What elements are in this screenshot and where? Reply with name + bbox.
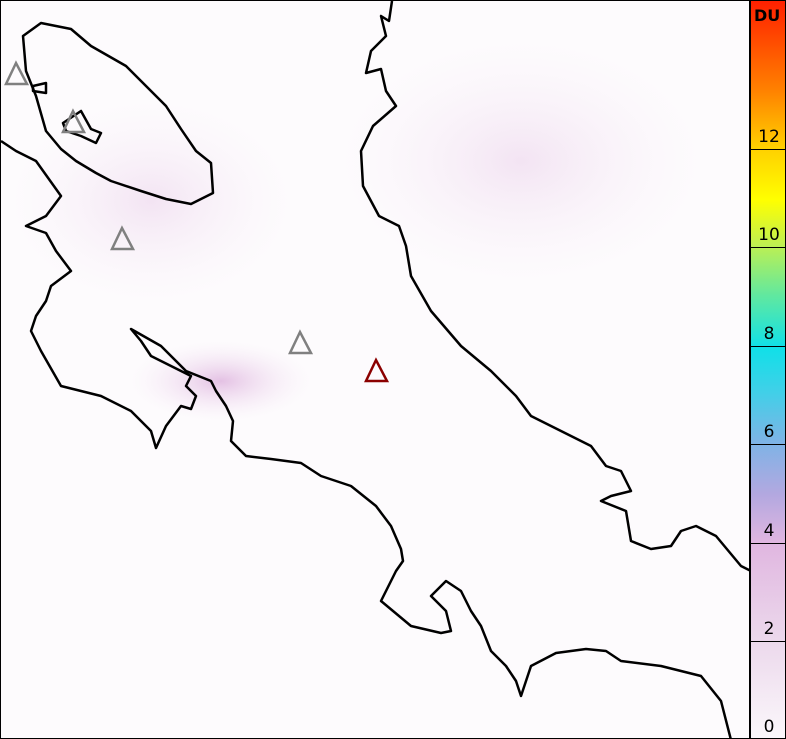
colorbar-tick-label: 6 <box>763 422 775 442</box>
pacific-coastline <box>0 139 733 739</box>
colorbar-tick <box>751 346 786 347</box>
colorbar-tick-label: 10 <box>758 225 780 245</box>
so2-plume <box>131 341 311 421</box>
caribbean-coastline <box>359 0 752 573</box>
so2-haze <box>341 41 701 281</box>
colorbar-tick <box>751 543 786 544</box>
volcano-marker-icon[interactable] <box>61 108 87 134</box>
colorbar-tick <box>751 149 786 150</box>
colorbar-tick-label: 2 <box>763 619 775 639</box>
colorbar-tick <box>751 641 786 642</box>
volcano-marker-icon[interactable] <box>110 225 136 251</box>
active-volcano-marker-icon[interactable] <box>364 357 390 383</box>
map-panel <box>0 0 752 739</box>
colorbar-tick <box>751 247 786 248</box>
lake-nicaragua <box>21 21 215 206</box>
colorbar-tick <box>751 444 786 445</box>
colorbar-unit: DU <box>754 6 781 25</box>
colorbar: DU 12 10 8 6 4 2 0 <box>750 0 786 739</box>
map-canvas <box>0 0 752 739</box>
colorbar-tick-label: 0 <box>763 717 775 737</box>
colorbar-tick-label: 8 <box>763 324 775 344</box>
colorbar-tick-label: 12 <box>758 127 780 147</box>
volcano-marker-icon[interactable] <box>4 60 30 86</box>
so2-haze <box>11 101 291 301</box>
volcano-marker-icon[interactable] <box>288 329 314 355</box>
colorbar-tick-label: 4 <box>763 521 775 541</box>
small-island <box>31 81 48 95</box>
